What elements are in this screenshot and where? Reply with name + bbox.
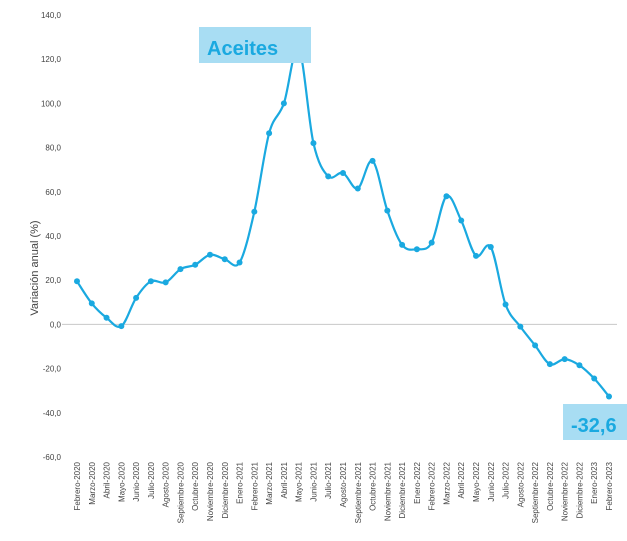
data-point (251, 208, 258, 215)
y-tick-label: 0,0 (50, 320, 62, 329)
x-tick-label: Julio-2020 (147, 461, 156, 498)
x-tick-label: Diciembre-2021 (398, 461, 407, 518)
data-point (236, 259, 243, 266)
data-point (103, 314, 110, 321)
data-point (546, 361, 553, 368)
x-tick-label: Febrero-2023 (605, 461, 614, 510)
x-tick-label: Enero-2023 (590, 461, 599, 503)
data-point (280, 100, 287, 107)
x-tick-label: Mayo-2022 (472, 461, 481, 502)
data-point (221, 256, 228, 263)
data-point (473, 252, 479, 259)
data-point (177, 266, 184, 273)
x-tick-label: Junio-2020 (132, 461, 141, 501)
annotation-box (199, 27, 311, 63)
x-tick-label: Septiembre-2021 (354, 461, 363, 523)
y-tick-label: -40,0 (43, 409, 62, 418)
data-point (591, 375, 598, 382)
y-tick-label: -60,0 (43, 453, 62, 462)
data-point (428, 239, 435, 246)
data-point (192, 261, 199, 268)
data-point (458, 217, 465, 224)
data-point (576, 362, 583, 369)
x-tick-label: Noviembre-2022 (561, 461, 570, 521)
x-tick-label: Marzo-2022 (442, 461, 451, 504)
data-point (88, 300, 95, 307)
x-tick-label: Septiembre-2022 (531, 461, 540, 523)
x-tick-label: Enero-2022 (413, 461, 422, 503)
x-tick-label: Abril-2021 (280, 461, 289, 498)
x-tick-label: Mayo-2020 (117, 461, 126, 502)
data-point (487, 244, 494, 251)
y-tick-label: 140,0 (41, 11, 62, 20)
data-point (207, 251, 213, 258)
data-point (384, 207, 391, 214)
data-point (74, 278, 80, 285)
data-point (606, 393, 612, 400)
data-point (340, 170, 346, 177)
x-tick-label: Diciembre-2022 (575, 461, 584, 518)
annotation: -32,6 (571, 415, 617, 437)
data-point (147, 278, 154, 285)
x-tick-label: Junio-2021 (309, 461, 318, 501)
x-tick-label: Abril-2020 (103, 461, 112, 498)
data-point (517, 323, 524, 330)
x-tick-label: Marzo-2020 (88, 461, 97, 504)
x-tick-label: Abril-2022 (457, 461, 466, 498)
y-tick-label: 100,0 (41, 99, 62, 108)
x-tick-label: Agosto-2020 (162, 461, 171, 507)
data-point (310, 140, 317, 147)
x-tick-label: Febrero-2022 (428, 461, 437, 510)
x-tick-label: Octubre-2020 (191, 461, 200, 510)
data-point (354, 185, 361, 192)
y-tick-label: 40,0 (45, 232, 61, 241)
x-tick-label: Julio-2022 (502, 461, 511, 498)
series-line (76, 46, 610, 398)
x-tick-label: Octubre-2022 (546, 461, 555, 510)
y-tick-label: -20,0 (43, 365, 62, 374)
data-point (266, 130, 273, 137)
x-tick-label: Agosto-2021 (339, 461, 348, 507)
x-tick-label: Marzo-2021 (265, 461, 274, 504)
y-tick-label: 120,0 (41, 55, 62, 64)
annotation: Aceites (207, 38, 278, 60)
y-tick-label: 80,0 (45, 144, 61, 153)
data-point (399, 241, 406, 248)
data-point (162, 279, 169, 286)
x-tick-label: Febrero-2020 (73, 461, 82, 510)
x-tick-label: Noviembre-2020 (206, 461, 215, 521)
x-tick-label: Febrero-2021 (250, 461, 259, 510)
x-tick-label: Octubre-2021 (369, 461, 378, 510)
y-axis-title: Variación anual (%) (29, 220, 41, 315)
data-point (502, 301, 509, 308)
data-point (118, 323, 125, 330)
data-point (443, 193, 450, 200)
annotation-box (563, 404, 627, 440)
x-tick-label: Junio-2022 (487, 461, 496, 501)
x-tick-label: Septiembre-2020 (176, 461, 185, 523)
x-tick-label: Enero-2021 (236, 461, 245, 503)
x-tick-label: Noviembre-2021 (383, 461, 392, 521)
y-tick-label: 60,0 (45, 188, 61, 197)
data-point (532, 342, 539, 349)
x-tick-label: Agosto-2022 (516, 461, 525, 507)
y-tick-label: 20,0 (45, 276, 61, 285)
x-tick-label: Diciembre-2020 (221, 461, 230, 518)
data-point (561, 356, 568, 363)
data-point (413, 246, 420, 253)
x-tick-label: Mayo-2021 (295, 461, 304, 502)
data-point (133, 294, 140, 301)
x-tick-label: Julio-2021 (324, 461, 333, 498)
data-point (325, 173, 332, 180)
data-point (369, 157, 376, 164)
